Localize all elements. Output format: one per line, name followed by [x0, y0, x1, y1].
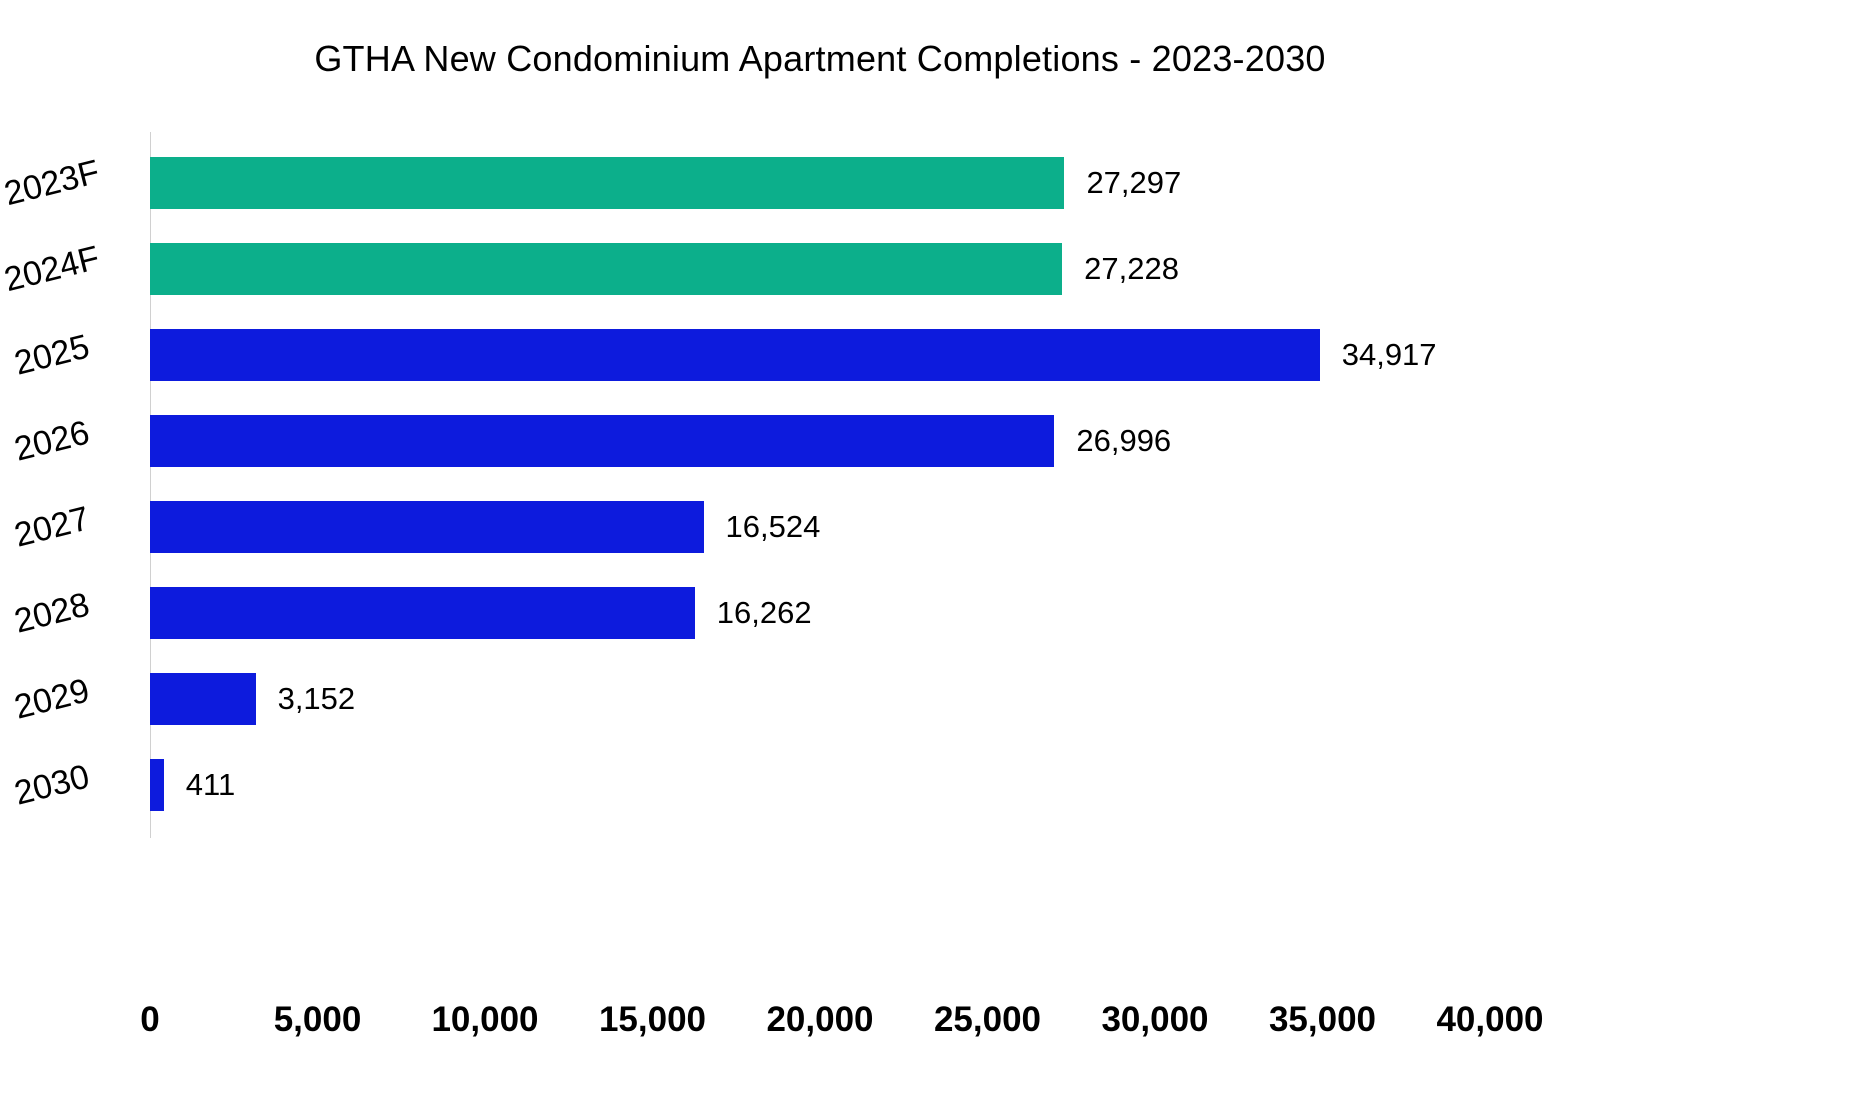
y-axis-category-label: 2025: [10, 326, 94, 383]
bar-row: 2027 16,524: [11, 484, 1490, 570]
y-axis-category-label: 2026: [10, 412, 94, 469]
y-axis-category-label: 2027: [10, 498, 94, 555]
x-axis-tick-label: 20,000: [766, 1000, 874, 1039]
y-axis-category-label: 2030: [10, 756, 94, 813]
value-label: 26,996: [1076, 423, 1172, 458]
x-axis-tick-label: 10,000: [431, 1000, 539, 1039]
y-axis-category-label: 2023F: [0, 152, 104, 213]
value-label: 16,262: [716, 595, 812, 630]
bar: [150, 673, 256, 725]
bar-row: 2028 16,262: [11, 570, 1490, 656]
x-axis: 0 5,000 10,000 15,000 20,000 25,000 30,000 35,0…: [140, 1000, 1543, 1060]
bar-row: 2026 26,996: [11, 398, 1490, 484]
y-axis-category-label: 2029: [10, 670, 94, 727]
bar-row: 2024F 27,228: [1, 226, 1490, 312]
x-axis-tick-label: 30,000: [1101, 1000, 1209, 1039]
y-axis-line: [150, 132, 151, 838]
y-axis-category-label: 2028: [10, 584, 94, 641]
bar: [150, 243, 1063, 295]
bar: [150, 415, 1055, 467]
bar: [150, 759, 164, 811]
value-label: 27,228: [1084, 251, 1179, 286]
x-axis-tick-label: 15,000: [598, 1000, 707, 1039]
value-label: 411: [185, 767, 236, 802]
x-axis-tick-label: 25,000: [933, 1000, 1042, 1039]
bar: [150, 501, 704, 553]
x-axis-tick-label: 5,000: [273, 1000, 362, 1039]
value-label: 3,152: [277, 681, 356, 716]
x-axis-tick-label: 40,000: [1436, 1000, 1544, 1039]
bar-row: 2030 411: [11, 742, 1490, 828]
value-label: 34,917: [1341, 337, 1437, 372]
y-axis-category-label: 2024F: [0, 238, 104, 299]
x-axis-tick-label: 0: [140, 1000, 160, 1039]
bar-row: 2023F 27,297: [1, 140, 1490, 226]
bar-row: 2025 34,917: [11, 312, 1490, 398]
bar: [150, 329, 1320, 381]
plot-area: 2023F 27,297 2024F 27,228 2025 34,917 2026 26,9…: [1, 132, 1490, 838]
bar: [150, 587, 695, 639]
x-axis-tick-label: 35,000: [1268, 1000, 1377, 1039]
value-label: 16,524: [725, 509, 821, 544]
chart-title: GTHA New Condominium Apartment Completio…: [314, 38, 1326, 79]
value-label: 27,297: [1086, 165, 1182, 200]
bar-row: 2029 3,152: [11, 656, 1490, 742]
bar: [150, 157, 1065, 209]
